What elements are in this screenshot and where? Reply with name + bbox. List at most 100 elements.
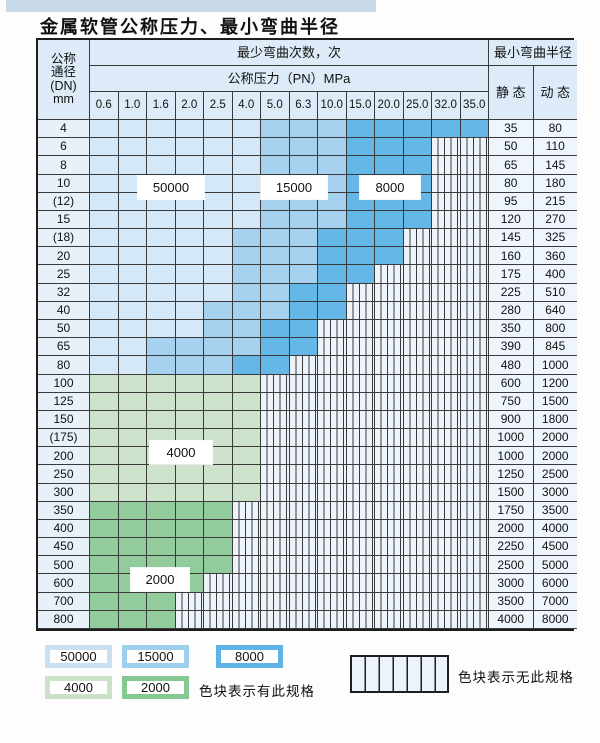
- region-label-2000: 2000: [131, 568, 189, 591]
- spec-cell-dn80-p1.0: [118, 356, 147, 375]
- dynamic-radius-cell: 80: [533, 120, 577, 139]
- spec-cell-dn125-p20.0: [375, 392, 404, 411]
- spec-cell-dn32-p2.5: [204, 283, 233, 302]
- spec-cell-dn350-p1.6: [147, 501, 176, 520]
- spec-cell-dn450-p25.0: [403, 538, 432, 557]
- dynamic-header: 动 态: [533, 66, 577, 120]
- spec-cell-dn200-p20.0: [375, 447, 404, 466]
- spec-cell-dn50-p2.0: [175, 319, 204, 339]
- spec-cell-dn250-p1.6: [147, 465, 176, 484]
- spec-cell-dn150-p15.0: [346, 410, 375, 430]
- spec-cell-dn15-p0.6: [90, 210, 119, 230]
- spec-cell-dn50-p1.0: [118, 319, 147, 339]
- dn-cell: (12): [38, 192, 90, 211]
- spec-cell-dn500-p20.0: [375, 556, 404, 575]
- static-radius-cell: 2500: [489, 556, 534, 575]
- spec-cell-dn350-p15.0: [346, 501, 375, 520]
- spec-cell-dn25-p35.0: [460, 265, 489, 284]
- spec-cell-dn250-p2.5: [204, 465, 233, 484]
- spec-cell-dn350-p4.0: [232, 501, 261, 520]
- spec-cell-dn200-p5.0: [261, 447, 290, 466]
- spec-cell-dn25-p20.0: [375, 265, 404, 284]
- dn-cell: 250: [38, 465, 90, 484]
- spec-cell-dn25-p6.3: [289, 265, 318, 284]
- spec-cell-dn6-p6.3: [289, 138, 318, 157]
- spec-cell-dn250-p4.0: [232, 465, 261, 484]
- spec-cell-dn65-p4.0: [232, 338, 261, 357]
- spec-cell-dn25-p2.0: [175, 265, 204, 284]
- dn-cell: 100: [38, 374, 90, 393]
- spec-cell-dn80-p25.0: [403, 356, 432, 375]
- spec-cell-dn300-p32.0: [432, 483, 461, 502]
- spec-cell-dn6-p10.0: [318, 138, 347, 157]
- spec-cell-dn700-p0.6: [90, 592, 119, 611]
- spec-cell-dn6-p35.0: [460, 138, 489, 157]
- spec-cell-dn350-p6.3: [289, 501, 318, 520]
- spec-cell-dn800-p25.0: [403, 610, 432, 629]
- dn-cell: 8: [38, 156, 90, 175]
- pressure-tick-1.6: 1.6: [147, 92, 176, 120]
- spec-cell-dn600-p10.0: [318, 574, 347, 593]
- spec-cell-dn200-p10.0: [318, 447, 347, 466]
- spec-cell-dn50-p25.0: [403, 319, 432, 339]
- spec-cell-dn150-p2.0: [175, 410, 204, 430]
- pressure-tick-4.0: 4.0: [232, 92, 261, 120]
- spec-cell-dn250-p15.0: [346, 465, 375, 484]
- spec-cell-dn65-p10.0: [318, 338, 347, 357]
- spec-cell-dn150-p2.5: [204, 410, 233, 430]
- spec-cell-dn32-p20.0: [375, 283, 404, 302]
- spec-cell-dn800-p2.5: [204, 610, 233, 629]
- spec-cell-dn350-p25.0: [403, 501, 432, 520]
- spec-cell-dn10-p2.5: [204, 174, 233, 193]
- spec-cell-dn600-p4.0: [232, 574, 261, 593]
- dn-cell: 32: [38, 283, 90, 302]
- spec-cell-dn80-p4.0: [232, 356, 261, 375]
- spec-cell-dn700-p15.0: [346, 592, 375, 611]
- spec-cell-dn8-p1.6: [147, 156, 176, 175]
- spec-cell-dn800-p5.0: [261, 610, 290, 629]
- dn-cell: 10: [38, 174, 90, 193]
- spec-cell-dn10-p4.0: [232, 174, 261, 193]
- spec-cell-dn450-p4.0: [232, 538, 261, 557]
- spec-cell-dn(18)-p32.0: [432, 229, 461, 248]
- dn-cell: 125: [38, 392, 90, 411]
- dn-cell: 4: [38, 120, 90, 139]
- dynamic-radius-cell: 640: [533, 301, 577, 320]
- spec-cell-dn300-p4.0: [232, 483, 261, 502]
- spec-cell-dn350-p1.0: [118, 501, 147, 520]
- spec-cell-dn400-p25.0: [403, 519, 432, 539]
- spec-cell-dn8-p2.0: [175, 156, 204, 175]
- static-radius-cell: 1500: [489, 483, 534, 502]
- spec-cell-dn15-p2.0: [175, 210, 204, 230]
- spec-cell-dn40-p10.0: [318, 301, 347, 320]
- spec-cell-dn8-p25.0: [403, 156, 432, 175]
- spec-cell-dn50-p15.0: [346, 319, 375, 339]
- pressure-tick-20.0: 20.0: [375, 92, 404, 120]
- spec-cell-dn25-p0.6: [90, 265, 119, 284]
- spec-cell-dn32-p6.3: [289, 283, 318, 302]
- static-radius-cell: 1000: [489, 429, 534, 448]
- spec-cell-dn800-p4.0: [232, 610, 261, 629]
- pressure-tick-25.0: 25.0: [403, 92, 432, 120]
- dn-header-line: mm: [53, 91, 74, 106]
- region-label-15000: 15000: [261, 176, 327, 199]
- pressure-tick-32.0: 32.0: [432, 92, 461, 120]
- legend-swatch-15000: 15000: [122, 645, 189, 668]
- spec-cell-dn500-p10.0: [318, 556, 347, 575]
- spec-cell-dn500-p4.0: [232, 556, 261, 575]
- spec-cell-dn8-p35.0: [460, 156, 489, 175]
- spec-cell-dn(18)-p0.6: [90, 229, 119, 248]
- dn-cell: 40: [38, 301, 90, 320]
- spec-cell-dn150-p10.0: [318, 410, 347, 430]
- spec-cell-dn450-p2.0: [175, 538, 204, 557]
- spec-cell-dn150-p5.0: [261, 410, 290, 430]
- spec-cell-dn100-p2.0: [175, 374, 204, 393]
- spec-cell-dn40-p5.0: [261, 301, 290, 320]
- spec-cell-dn250-p2.0: [175, 465, 204, 484]
- spec-cell-dn125-p15.0: [346, 392, 375, 411]
- spec-cell-dn50-p5.0: [261, 319, 290, 339]
- spec-cell-dn350-p2.0: [175, 501, 204, 520]
- scan-artifact-band: [6, 0, 376, 12]
- spec-cell-dn100-p1.6: [147, 374, 176, 393]
